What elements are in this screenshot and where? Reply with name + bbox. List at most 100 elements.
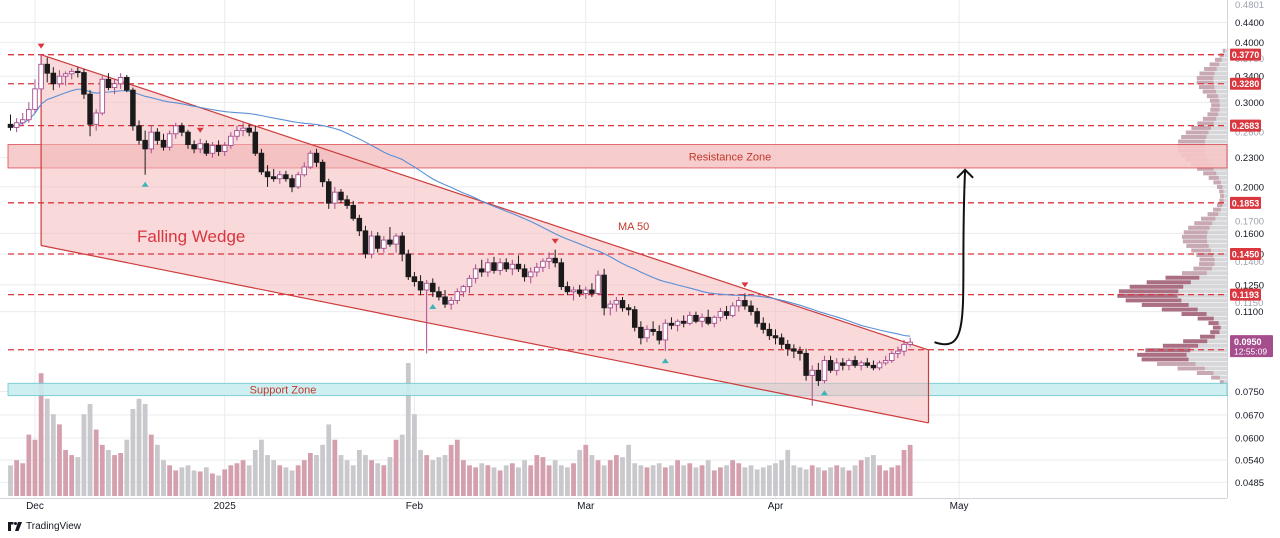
candle-body xyxy=(19,119,26,124)
candle-body xyxy=(179,125,185,133)
profile-bar-up xyxy=(1208,175,1219,180)
candle-body xyxy=(864,362,871,366)
candle-body xyxy=(534,266,540,273)
candle-body xyxy=(729,305,736,316)
candle xyxy=(448,296,454,310)
volume-bar xyxy=(344,460,350,496)
volume-bar xyxy=(63,449,68,496)
profile-bar-up xyxy=(1196,371,1214,375)
candle xyxy=(295,171,301,189)
candle xyxy=(283,170,289,182)
candle-body xyxy=(601,274,607,309)
volume-bar xyxy=(632,463,638,496)
candle-body xyxy=(81,72,87,95)
volume-bar xyxy=(724,465,729,496)
volume-bar xyxy=(50,414,56,496)
candle xyxy=(270,168,277,182)
volume-bar xyxy=(773,463,778,496)
volume-bar xyxy=(320,444,326,496)
candle xyxy=(240,122,246,137)
candle-body xyxy=(38,63,44,90)
volume-bar xyxy=(8,465,13,496)
candle-body xyxy=(344,199,350,206)
candle-body xyxy=(246,127,252,133)
profile-bar-up xyxy=(1207,212,1219,217)
volume-bar xyxy=(301,460,307,496)
candle-body xyxy=(766,328,773,337)
tradingview-logo[interactable]: TradingView xyxy=(8,521,81,532)
volume-bar xyxy=(161,460,166,496)
volume-bar xyxy=(26,434,32,496)
candle xyxy=(252,125,259,156)
ma-50-path xyxy=(10,88,911,337)
profile-bar-up xyxy=(1181,271,1207,276)
volume-bar xyxy=(87,403,93,496)
candle xyxy=(32,79,38,114)
volume-bar xyxy=(448,444,454,496)
candle xyxy=(68,68,75,80)
candle-body xyxy=(876,362,883,369)
candle xyxy=(827,355,834,373)
volume-bar xyxy=(283,467,289,496)
candle xyxy=(466,275,473,294)
candle-body xyxy=(803,352,809,376)
y-tick-label: 0.4000 xyxy=(1235,38,1264,49)
volume-bar xyxy=(32,439,38,496)
candle-body xyxy=(540,260,546,268)
y-tick-label: 0.2000 xyxy=(1235,182,1264,193)
x-tick-label: Feb xyxy=(406,501,424,512)
candle-body xyxy=(203,143,210,154)
candle-body xyxy=(466,277,473,288)
candle-body xyxy=(674,320,681,326)
candle xyxy=(650,321,656,336)
candle-body xyxy=(852,360,858,366)
y-tick-label: 0.1600 xyxy=(1235,229,1264,240)
candle xyxy=(160,133,167,151)
candle xyxy=(381,236,387,253)
time-axis[interactable]: Dec 2025 Feb Mar Apr May xyxy=(26,501,968,512)
volume-bar xyxy=(895,465,901,496)
volume-bar xyxy=(277,465,283,496)
volume-bar xyxy=(203,467,209,496)
volume-bar xyxy=(222,469,228,496)
volume-bar xyxy=(405,363,411,496)
candle xyxy=(742,293,748,310)
price-axis[interactable]: 0.4400 0.4000 0.3400 0.3000 0.2300 0.2000 0.16… xyxy=(1230,0,1273,489)
candle xyxy=(791,344,797,359)
candle xyxy=(191,140,197,154)
volume-profile xyxy=(1117,48,1227,385)
candle xyxy=(687,311,693,326)
candle xyxy=(509,259,516,276)
candle-body xyxy=(558,262,565,288)
volume-bar xyxy=(69,455,75,496)
candle-body xyxy=(270,176,277,180)
candle xyxy=(105,73,112,91)
pivot-low-marker xyxy=(141,181,149,187)
candle-body xyxy=(778,337,785,345)
candle xyxy=(613,296,620,312)
volume-bar xyxy=(467,465,472,496)
volume-bar xyxy=(822,470,827,496)
candle-body xyxy=(234,130,240,137)
level-badge-label: 0.1450 xyxy=(1232,249,1260,259)
tradingview-icon xyxy=(8,522,22,531)
candle xyxy=(136,120,142,145)
volume-bar xyxy=(626,444,632,496)
candle xyxy=(515,255,522,272)
candle-body xyxy=(240,127,246,132)
volume-bar xyxy=(148,434,154,496)
candle-body xyxy=(705,316,711,324)
candle-body xyxy=(356,217,363,232)
x-tick-label: 2025 xyxy=(214,501,237,512)
candle xyxy=(38,54,44,93)
pivot-low-marker xyxy=(429,303,437,309)
volume-bar xyxy=(326,424,332,496)
profile-bar-up xyxy=(1194,221,1213,226)
candle xyxy=(748,300,754,316)
candle xyxy=(607,300,614,316)
volume-bar xyxy=(558,465,564,496)
candle-body xyxy=(699,316,705,322)
volume-bar xyxy=(846,470,852,496)
volume-bar xyxy=(289,470,295,496)
